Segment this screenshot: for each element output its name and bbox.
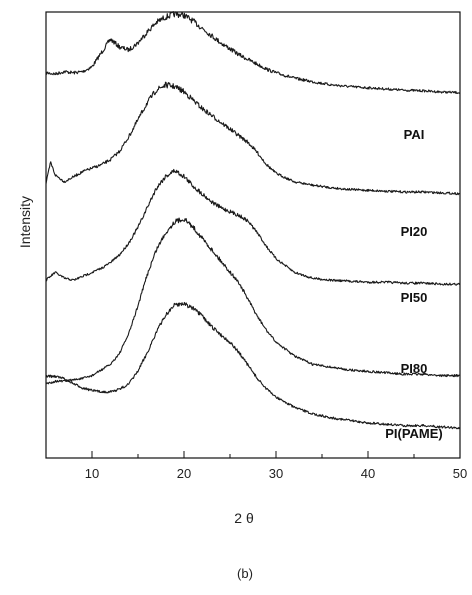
series-line-pi-pame — [45, 301, 461, 430]
x-tick-label-20: 20 — [177, 466, 191, 481]
series-label-pi50: PI50 — [401, 290, 428, 305]
series-label-pi-pame: PI(PAME) — [385, 426, 443, 441]
series-line-pi80 — [45, 217, 461, 385]
x-axis-label: 2 θ — [234, 510, 254, 526]
x-tick-label-50: 50 — [453, 466, 467, 481]
series-label-pai: PAI — [404, 127, 425, 142]
x-axis-ticks — [45, 451, 461, 458]
series-line-pai — [45, 11, 461, 94]
plot-frame — [45, 11, 461, 459]
x-axis-tick-labels: 10 20 30 40 50 — [85, 466, 467, 481]
x-tick-label-40: 40 — [361, 466, 375, 481]
series-label-pi20: PI20 — [401, 224, 428, 239]
series-labels: PAI PI20 PI50 PI80 PI(PAME) — [385, 127, 443, 441]
y-axis-label: Intensity — [17, 196, 33, 248]
series-traces — [45, 11, 461, 430]
series-line-pi20 — [45, 81, 461, 196]
x-tick-label-30: 30 — [269, 466, 283, 481]
series-line-pi50 — [45, 168, 461, 286]
x-tick-label-10: 10 — [85, 466, 99, 481]
series-label-pi80: PI80 — [401, 361, 428, 376]
subplot-label: (b) — [237, 566, 253, 581]
